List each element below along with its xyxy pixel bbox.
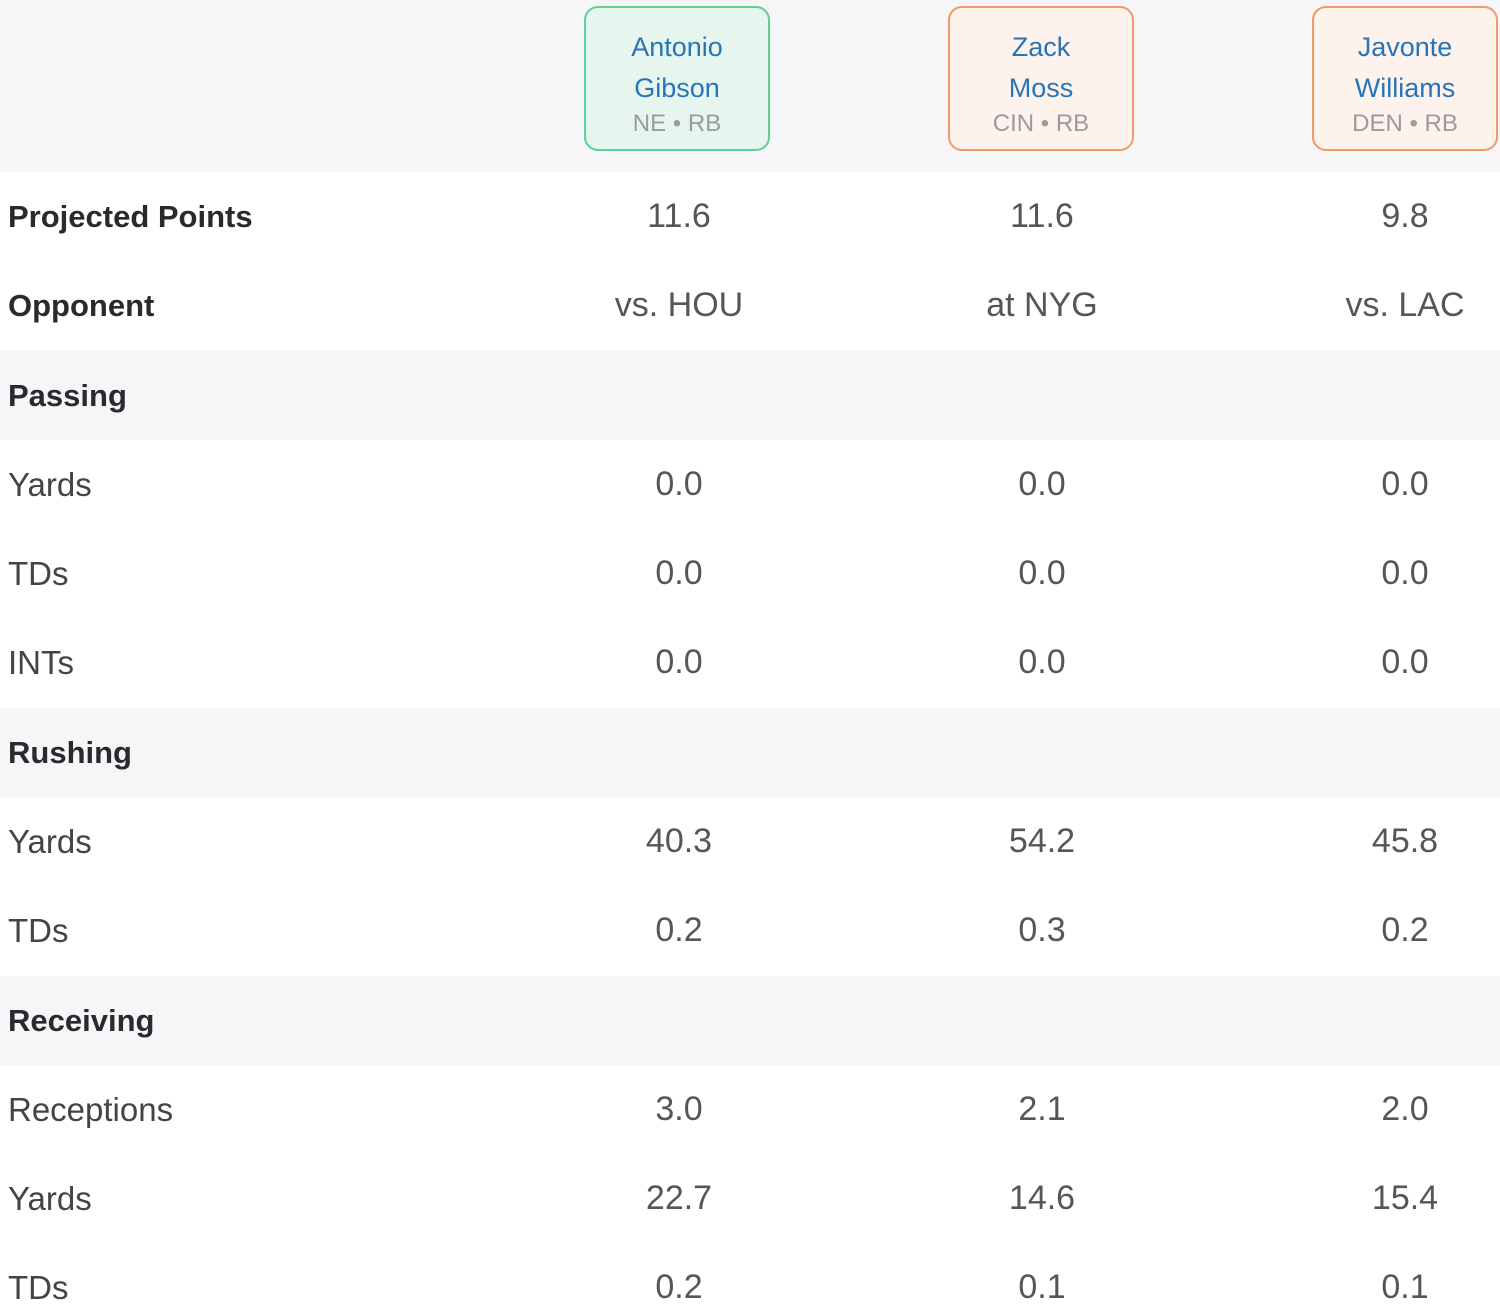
stat-value: 11.6 [1010, 197, 1074, 235]
row-label: Opponent [8, 288, 155, 323]
stat-value: 0.1 [1381, 1268, 1429, 1306]
player-last-name: Williams [1354, 73, 1456, 103]
stat-value: 0.0 [1018, 554, 1066, 592]
stat-value: 54.2 [1008, 822, 1076, 860]
player-last-name: Moss [1008, 73, 1074, 103]
row-passing-tds: TDs 0.0 0.0 0.0 [0, 529, 1500, 618]
player-name-link[interactable]: Javonte Williams [1314, 27, 1496, 109]
stat-value: 0.0 [655, 465, 703, 503]
section-header-passing: Passing [0, 351, 1500, 440]
row-label: Yards [8, 823, 92, 860]
stat-value: 0.0 [655, 643, 703, 681]
row-opponent: Opponent vs. HOU at NYG vs. LAC [0, 261, 1500, 350]
stat-value: 0.2 [1381, 911, 1429, 949]
row-label: TDs [8, 555, 69, 592]
stat-value: 14.6 [1008, 1179, 1076, 1217]
stat-value: 0.1 [1018, 1268, 1066, 1306]
stat-value: 0.0 [1018, 643, 1066, 681]
player-first-name: Zack [1011, 32, 1071, 62]
row-label: Projected Points [8, 199, 253, 234]
stat-value: 15.4 [1371, 1179, 1439, 1217]
player-card-zack-moss[interactable]: Zack Moss CIN • RB [948, 6, 1134, 151]
stat-value: 0.2 [655, 911, 703, 949]
row-label: TDs [8, 1269, 69, 1306]
stat-value: vs. LAC [1345, 286, 1465, 324]
player-card-antonio-gibson[interactable]: Antonio Gibson NE • RB [584, 6, 770, 151]
stat-value: 0.2 [655, 1268, 703, 1306]
stat-value: 0.0 [1381, 643, 1429, 681]
stat-value: 9.8 [1381, 197, 1429, 235]
row-projected-points: Projected Points 11.6 11.6 9.8 [0, 172, 1500, 261]
stat-value: vs. HOU [614, 286, 744, 324]
row-label: Yards [8, 466, 92, 503]
row-passing-ints: INTs 0.0 0.0 0.0 [0, 618, 1500, 707]
row-label: Receptions [8, 1091, 174, 1128]
row-receiving-tds: TDs 0.2 0.1 0.1 [0, 1243, 1500, 1314]
stat-value: 2.1 [1018, 1090, 1066, 1128]
section-title: Receiving [8, 1003, 155, 1038]
player-team-position: NE • RB [632, 110, 722, 137]
row-label: INTs [8, 644, 74, 681]
section-title: Rushing [8, 735, 132, 770]
row-rushing-yards: Yards 40.3 54.2 45.8 [0, 797, 1500, 886]
stat-value: at NYG [986, 286, 1098, 324]
row-rushing-tds: TDs 0.2 0.3 0.2 [0, 886, 1500, 975]
section-header-receiving: Receiving [0, 976, 1500, 1065]
player-first-name: Antonio [631, 32, 723, 62]
player-name-link[interactable]: Antonio Gibson [586, 27, 768, 109]
stat-value: 2.0 [1381, 1090, 1429, 1128]
stat-value: 0.3 [1018, 911, 1066, 949]
section-title: Passing [8, 378, 127, 413]
stat-value: 40.3 [645, 822, 713, 860]
player-team-position: DEN • RB [1352, 110, 1458, 137]
row-label: TDs [8, 912, 69, 949]
stat-value: 0.0 [655, 554, 703, 592]
row-receiving-yards: Yards 22.7 14.6 15.4 [0, 1154, 1500, 1243]
player-team-position: CIN • RB [992, 110, 1090, 137]
stat-value: 45.8 [1371, 822, 1439, 860]
stat-value: 11.6 [647, 197, 711, 235]
stat-value: 0.0 [1018, 465, 1066, 503]
stat-value: 3.0 [655, 1090, 703, 1128]
row-label: Yards [8, 1180, 92, 1217]
row-passing-yards: Yards 0.0 0.0 0.0 [0, 440, 1500, 529]
stat-value: 22.7 [645, 1179, 713, 1217]
stat-value: 0.0 [1381, 554, 1429, 592]
stat-value: 0.0 [1381, 465, 1429, 503]
player-first-name: Javonte [1357, 32, 1453, 62]
player-name-link[interactable]: Zack Moss [950, 27, 1132, 109]
row-receptions: Receptions 3.0 2.1 2.0 [0, 1065, 1500, 1154]
section-header-rushing: Rushing [0, 708, 1500, 797]
player-last-name: Gibson [634, 73, 720, 103]
comparison-header: Antonio Gibson NE • RB Zack Moss CIN • R… [0, 0, 1500, 172]
player-card-javonte-williams[interactable]: Javonte Williams DEN • RB [1312, 6, 1498, 151]
